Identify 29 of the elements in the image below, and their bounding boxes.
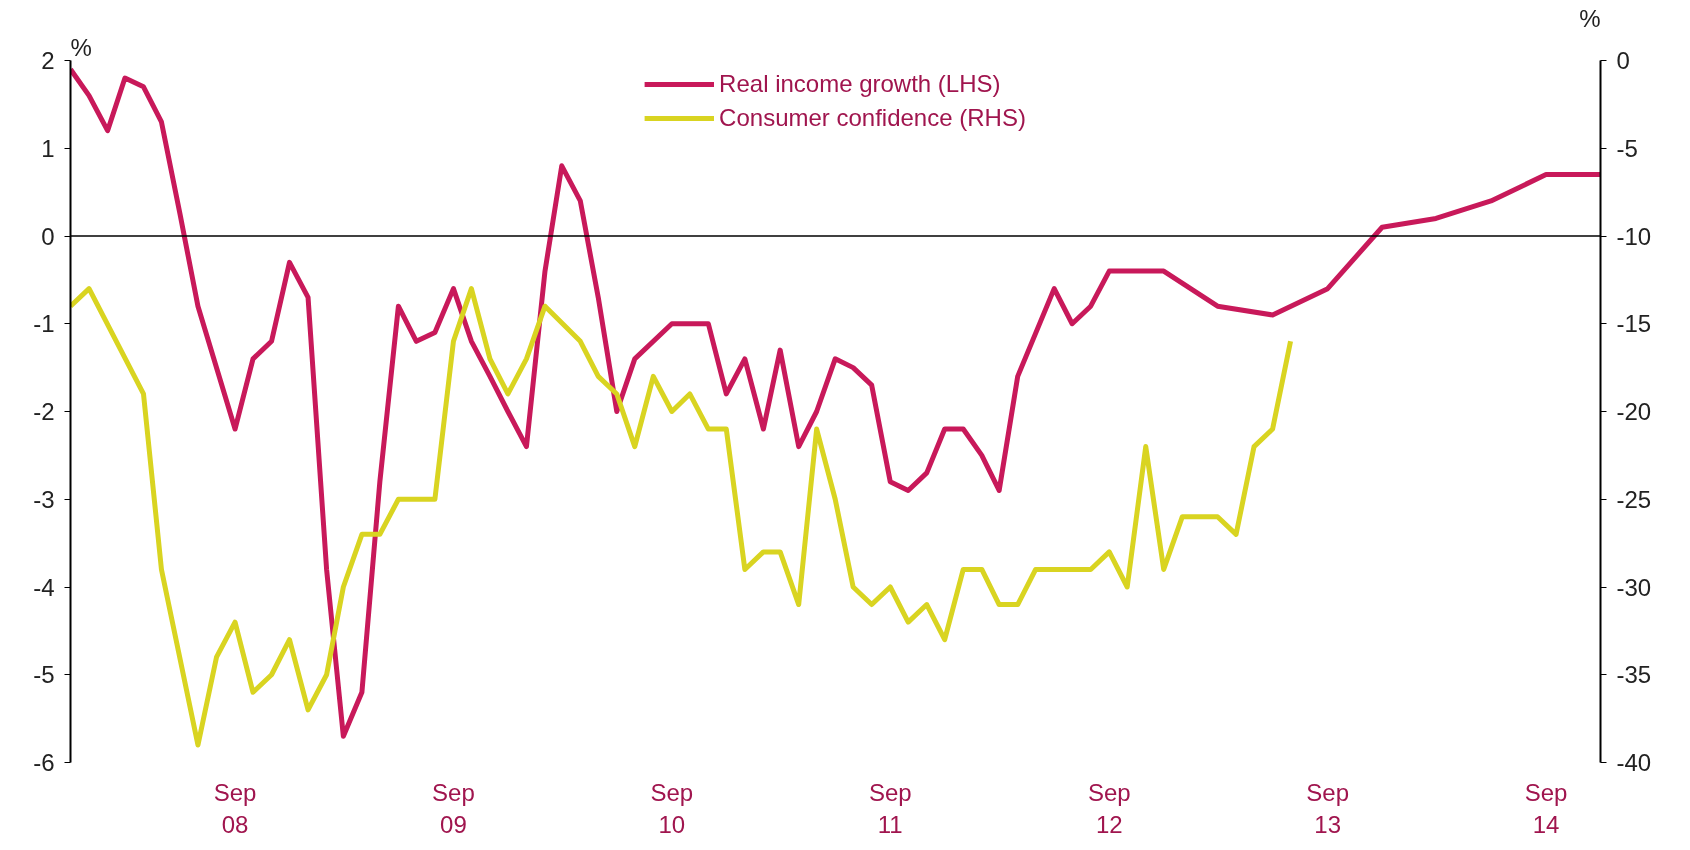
y-tick-label: -2 [33,398,55,425]
y2-axis-title: % [1579,4,1601,32]
y-tick-label: -3 [33,485,55,513]
legend-label: Real income growth (LHS) [719,70,1001,98]
y2-tick-label: -25 [1616,485,1652,513]
y-axis-title: % [70,33,92,61]
y-tick-label: 1 [41,134,55,162]
y2-tick-label: 0 [1616,47,1630,74]
y-tick-label: -1 [33,310,55,338]
y2-tick-label: -30 [1616,573,1652,601]
x-tick-label: Sep 08 [213,778,257,838]
y2-tick-label: -5 [1616,134,1638,162]
x-tick-label: Sep 13 [1306,778,1349,838]
legend-label: Consumer confidence (RHS) [719,104,1026,132]
y-tick-label: -5 [33,661,55,689]
y-tick-label: -4 [33,573,55,601]
y2-tick-label: -35 [1616,661,1652,689]
x-tick-label: Sep 12 [1087,778,1131,838]
y-tick-label: -6 [33,749,55,776]
y2-tick-label: -15 [1616,310,1652,338]
y2-tick-label: -20 [1616,398,1652,425]
y-tick-label: 2 [41,47,55,74]
x-tick-label: Sep 09 [432,778,475,838]
y-tick-label: 0 [41,222,55,250]
x-tick-label: Sep 14 [1524,778,1568,838]
y2-tick-label: -10 [1616,222,1652,250]
y2-tick-label: -40 [1616,749,1652,776]
x-tick-label: Sep 10 [650,778,694,838]
x-tick-label: Sep 11 [868,778,912,838]
